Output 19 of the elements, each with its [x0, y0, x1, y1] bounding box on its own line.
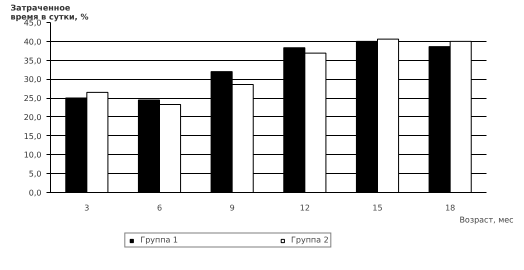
y-tick-label: 30,0	[24, 75, 42, 84]
x-tick-label: 9	[230, 204, 235, 212]
x-tick-label: 15	[372, 204, 383, 212]
y-tick-label: 45,0	[24, 18, 42, 28]
y-tick-label: 40,0	[24, 37, 42, 46]
legend-label: Группа 2	[291, 236, 329, 244]
x-tick-label: 3	[84, 204, 90, 212]
x-axis-title: Возраст, мес	[459, 216, 514, 224]
y-tick-label: 5,0	[28, 170, 42, 179]
y-tick-label: 15,0	[24, 132, 42, 141]
y-tick-label: 35,0	[24, 56, 42, 66]
y-tick-label: 20,0	[24, 112, 42, 122]
y-tick-label: 0,0	[28, 188, 42, 198]
y-tick-label: 10,0	[24, 150, 42, 160]
y-tick-label: 25,0	[24, 94, 42, 104]
legend-label: Группа 1	[140, 236, 178, 244]
x-tick-label: 6	[156, 204, 162, 212]
x-tick-label: 18	[445, 204, 456, 212]
x-tick-label: 12	[300, 204, 310, 212]
